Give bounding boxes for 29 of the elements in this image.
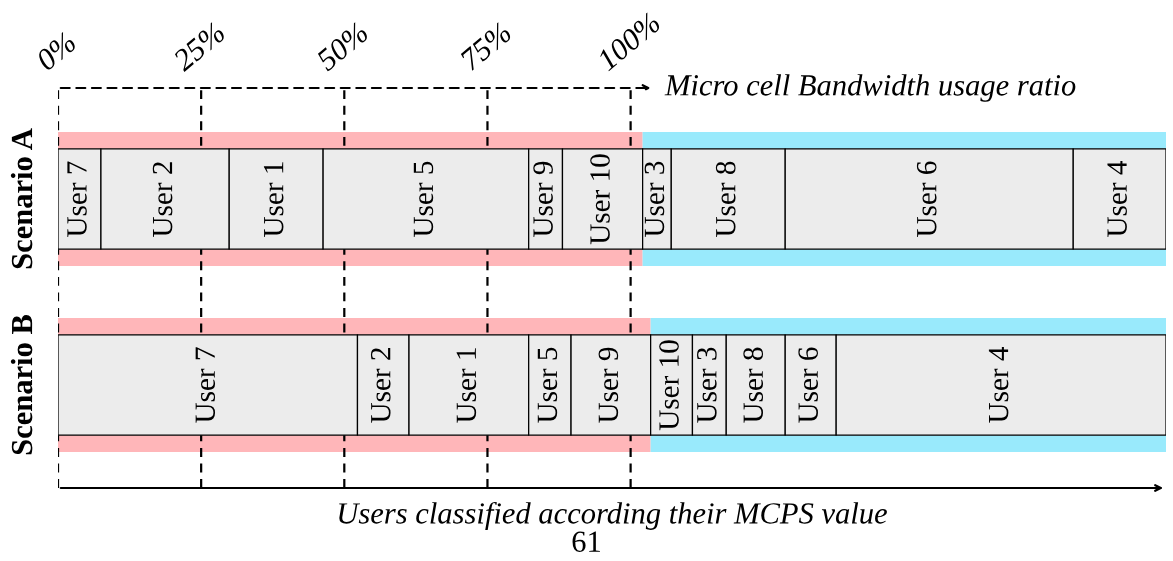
text: User 5 xyxy=(413,161,434,237)
series-label: User 2 xyxy=(152,162,173,237)
series-label: User 9 xyxy=(533,161,553,237)
series-label: User 6 xyxy=(916,161,937,237)
text: 61 xyxy=(572,531,600,552)
x-tick-label: 50% xyxy=(314,21,370,72)
series-label: User 10 xyxy=(590,154,610,245)
text: User 4 xyxy=(988,346,1009,423)
series-label: User 7 xyxy=(67,161,87,237)
series-label: User 4 xyxy=(1107,161,1127,237)
series-label: User 3 xyxy=(644,161,665,237)
y-tick-label: Scenario A xyxy=(10,128,33,269)
text: User 7 xyxy=(195,347,216,423)
series-label: User 5 xyxy=(537,347,558,423)
y-tick-label: Scenario B xyxy=(10,314,33,455)
text: User 2 xyxy=(370,348,391,423)
text: User 6 xyxy=(798,347,818,423)
text: User 8 xyxy=(743,347,764,423)
x-tick-label: 0% xyxy=(34,31,78,72)
x-tick-label: 75% xyxy=(459,21,513,72)
series-label: User 8 xyxy=(715,161,736,237)
series-label: User 1 xyxy=(263,162,284,237)
x2-axis-title: Micro cell Bandwidth usage ratio xyxy=(664,74,1076,102)
text: User 9 xyxy=(598,347,619,423)
x-axis-title: Users classified according their MCPS value xyxy=(339,501,887,530)
x-tick-label: 25% xyxy=(171,21,227,73)
text: User 3 xyxy=(697,347,717,423)
text: User 1 xyxy=(456,348,477,423)
text: User 10 xyxy=(659,340,679,431)
